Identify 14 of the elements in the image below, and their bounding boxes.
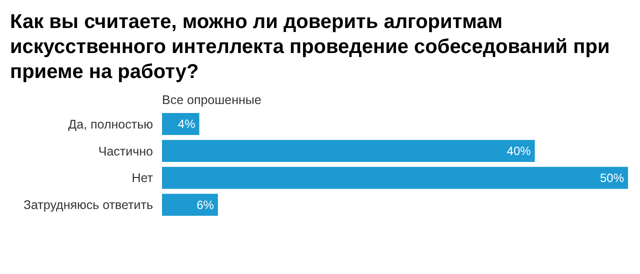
- data-label: 6%: [196, 198, 214, 212]
- bar: [162, 140, 535, 162]
- data-label: 40%: [506, 144, 532, 158]
- y-tick-label: Частично: [98, 144, 154, 158]
- data-label: 50%: [600, 171, 624, 186]
- data-label: 4%: [178, 117, 196, 132]
- y-tick-label: Нет: [132, 171, 154, 186]
- series-label: Все опрошенные: [162, 93, 262, 107]
- bar: [162, 166, 628, 189]
- bar: [162, 194, 218, 216]
- chart-title: Как вы считаете, можно ли доверить алгоритмам искусственного интеллекта проведение собеседований при приеме на работу?: [10, 11, 610, 83]
- bar: [162, 113, 200, 136]
- y-tick-label: Затрудняюсь ответить: [23, 198, 153, 212]
- y-tick-label: Да, полностью: [68, 117, 153, 132]
